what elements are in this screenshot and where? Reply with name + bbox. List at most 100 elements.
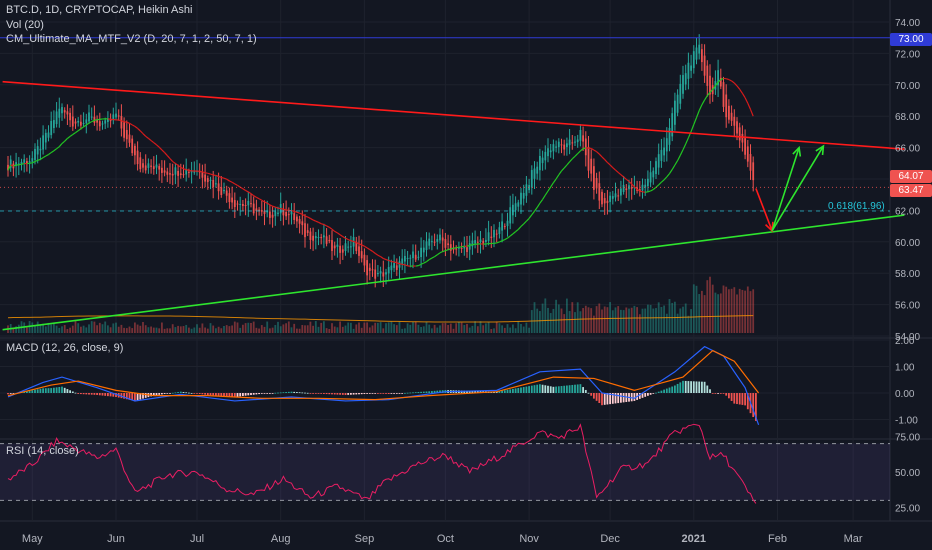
ma-segment: [720, 77, 724, 81]
volume-bar: [212, 325, 215, 333]
volume-bar: [630, 307, 633, 333]
main-title: BTC.D, 1D, CRYPTOCAP, Heikin Ashi: [6, 4, 193, 16]
candle-body: [325, 236, 328, 244]
macd-histogram-bar: [155, 393, 158, 396]
ma-segment: [617, 171, 622, 176]
volume-bar: [344, 325, 347, 333]
candle-body: [96, 119, 98, 123]
ma-segment: [671, 164, 676, 170]
x-tick-label: Sep: [355, 533, 375, 545]
candle-body: [601, 191, 603, 205]
macd-histogram-bar: [109, 393, 112, 397]
candle-body: [204, 174, 206, 182]
candle-body: [250, 203, 252, 205]
volume-bar: [692, 284, 695, 333]
price-label-last-high: 64.07: [890, 170, 932, 183]
ma-segment: [164, 152, 168, 156]
macd-histogram-bar: [601, 393, 603, 406]
ma-segment: [528, 214, 533, 219]
volume-bar: [104, 321, 107, 333]
candle-body: [722, 82, 725, 107]
volume-bar: [412, 321, 414, 333]
volume-bar: [317, 326, 320, 333]
macd-histogram-bar: [728, 393, 730, 399]
ma-segment: [515, 228, 519, 233]
ma-segment: [364, 245, 368, 249]
candle-body: [350, 246, 352, 248]
macd-histogram-bar: [217, 393, 220, 396]
volume-bar: [171, 324, 174, 333]
candle-body: [414, 254, 417, 260]
ma-segment: [704, 95, 708, 101]
ma-segment: [166, 155, 171, 160]
volume-bar: [463, 325, 466, 333]
volume-bar: [74, 321, 77, 333]
ma-segment: [733, 82, 738, 87]
macd-histogram-bar: [711, 393, 714, 394]
macd-histogram-bar: [341, 393, 344, 395]
volume-bar: [444, 323, 447, 333]
candle-body: [80, 121, 82, 126]
macd-histogram-bar: [692, 381, 695, 393]
ma-segment: [525, 217, 530, 222]
ma-segment: [134, 125, 138, 129]
x-tick-label: Dec: [600, 533, 620, 545]
candle-body: [676, 94, 679, 113]
ma-segment: [642, 191, 646, 193]
candle-body: [374, 269, 377, 279]
macd-histogram-bar: [317, 393, 320, 394]
macd-histogram-bar: [44, 388, 47, 393]
ma-segment: [56, 146, 60, 150]
candle-body: [134, 145, 136, 156]
candle-body: [582, 135, 584, 142]
ma-segment: [563, 164, 568, 169]
candle-body: [674, 100, 676, 125]
candle-body: [695, 47, 698, 60]
volume-bar: [568, 311, 571, 333]
macd-histogram-bar: [520, 387, 522, 393]
volume-bar: [652, 308, 655, 333]
volume-bar: [69, 327, 71, 333]
ma-segment: [531, 210, 535, 216]
candle-body: [541, 157, 544, 164]
macd-histogram-bar: [34, 389, 36, 393]
candle-body: [309, 231, 312, 240]
ma-segment: [129, 122, 133, 126]
ma-segment: [447, 248, 452, 251]
candle-body: [50, 120, 53, 136]
ma-segment: [204, 172, 208, 174]
macd-histogram-bar: [266, 393, 269, 394]
volume-bar: [215, 328, 217, 333]
volume-bar: [36, 321, 39, 333]
ma-segment: [695, 110, 700, 118]
ma-segment: [213, 174, 217, 177]
candle-body: [258, 209, 260, 211]
ma-segment: [131, 124, 136, 127]
ma-segment: [499, 240, 503, 243]
ma-segment: [620, 174, 624, 178]
macd-histogram-bar: [96, 393, 98, 395]
candle-body: [169, 173, 171, 175]
ma-segment: [685, 137, 689, 145]
candle-body: [161, 167, 163, 173]
candle-body: [533, 168, 536, 179]
candle-body: [158, 166, 161, 170]
candle-body: [595, 178, 598, 189]
volume-bar: [147, 327, 150, 333]
ma-segment: [148, 137, 152, 142]
volume-bar: [128, 326, 131, 333]
candle-body: [703, 55, 706, 76]
candle-body: [128, 134, 131, 143]
ma-segment: [418, 263, 422, 267]
candle-body: [63, 110, 66, 113]
volume-bar: [55, 325, 58, 333]
volume-bar: [77, 323, 80, 333]
ma-segment: [639, 190, 643, 193]
macd-y-tick-label: 2.00: [895, 336, 915, 347]
candle-body: [517, 202, 520, 207]
candle-body: [339, 245, 341, 253]
ma-segment: [539, 199, 544, 204]
candle-body: [209, 179, 212, 181]
candle-body: [247, 200, 250, 206]
